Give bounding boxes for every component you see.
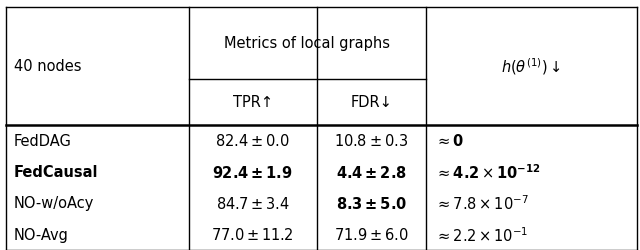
Text: FedCausal: FedCausal: [14, 164, 99, 179]
Text: $h(\theta^{(1)}) \downarrow$: $h(\theta^{(1)}) \downarrow$: [501, 56, 561, 76]
Text: $10.8\pm0.3$: $10.8\pm0.3$: [334, 133, 408, 148]
Text: $\mathbf{4.4\pm2.8}$: $\mathbf{4.4\pm2.8}$: [336, 164, 406, 180]
Text: $71.9\pm6.0$: $71.9\pm6.0$: [334, 226, 408, 242]
Text: $\approx2.2\times10^{-1}$: $\approx2.2\times10^{-1}$: [435, 225, 529, 244]
Text: TPR↑: TPR↑: [233, 95, 273, 110]
Text: $\approx7.8\times10^{-7}$: $\approx7.8\times10^{-7}$: [435, 194, 529, 212]
Text: $\mathbf{92.4\pm1.9}$: $\mathbf{92.4\pm1.9}$: [212, 164, 293, 180]
Text: $77.0\pm11.2$: $77.0\pm11.2$: [211, 226, 294, 242]
Text: $\approx\mathbf{4.2}\times\mathbf{10}^{\mathbf{-12}}$: $\approx\mathbf{4.2}\times\mathbf{10}^{\…: [435, 162, 541, 181]
Text: Metrics of local graphs: Metrics of local graphs: [224, 36, 390, 51]
Text: $\approx\mathbf{0}$: $\approx\mathbf{0}$: [435, 133, 465, 148]
Text: $82.4\pm0.0$: $82.4\pm0.0$: [216, 133, 290, 148]
Text: FDR↓: FDR↓: [350, 95, 392, 110]
Text: $84.7\pm3.4$: $84.7\pm3.4$: [216, 195, 290, 211]
Text: NO-w/oAcy: NO-w/oAcy: [14, 196, 95, 210]
Text: 40 nodes: 40 nodes: [14, 59, 81, 74]
Text: NO-Avg: NO-Avg: [14, 227, 69, 242]
Text: FedDAG: FedDAG: [14, 133, 72, 148]
Text: $\mathbf{8.3\pm5.0}$: $\mathbf{8.3\pm5.0}$: [335, 195, 407, 211]
